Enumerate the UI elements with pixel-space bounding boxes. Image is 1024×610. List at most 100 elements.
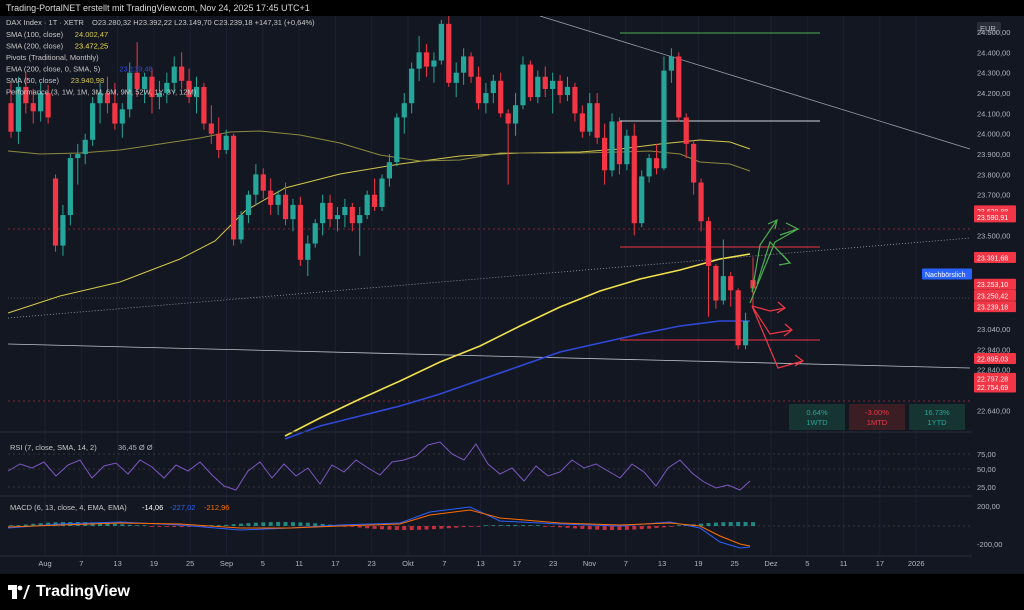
candle-body — [104, 93, 111, 104]
time-tick-label: Nov — [583, 559, 597, 568]
price-badge — [974, 289, 1016, 301]
candle-body — [342, 206, 348, 216]
macd-histogram-bar — [565, 526, 570, 528]
time-tick-label: 25 — [186, 559, 194, 568]
legend-indicator-label: SMA (50, close) — [6, 76, 59, 85]
macd-tick: 200,00 — [977, 502, 1000, 511]
macd-histogram-bar — [476, 526, 481, 527]
macd-value-2: -227,02 — [170, 503, 195, 512]
macd-tick: -200,00 — [977, 540, 1002, 549]
macd-signal-line — [7, 509, 751, 547]
macd-histogram-bar — [632, 526, 637, 530]
macd-histogram-bar — [187, 526, 192, 527]
macd-histogram-bar — [387, 526, 392, 530]
price-badge-label: 23.391,68 — [977, 255, 1008, 262]
macd-histogram-bar — [246, 523, 251, 526]
macd-histogram-bar — [654, 526, 659, 529]
candle-body — [483, 93, 489, 104]
macd-histogram-bar — [283, 521, 288, 526]
candle-body — [45, 93, 51, 118]
candle-body — [416, 52, 422, 69]
candle-body — [320, 202, 326, 224]
rsi-value: 36,45 Ø Ø — [118, 443, 153, 452]
candle-body — [223, 135, 229, 150]
macd-histogram-bar — [706, 523, 711, 526]
rsi-tick: 25,00 — [977, 483, 996, 492]
candle-body — [475, 76, 482, 104]
time-tick-label: 11 — [840, 559, 848, 568]
candle-body — [327, 202, 333, 220]
macd-histogram-bar — [201, 526, 206, 527]
candle-body — [171, 66, 177, 83]
candle-body — [646, 158, 652, 177]
macd-line — [7, 506, 751, 549]
price-badges: 23.620,8823.590,9123.391,68Nachbörslich2… — [922, 205, 1016, 393]
time-tick-label: Dez — [764, 559, 778, 568]
rsi-line — [7, 441, 751, 491]
candle-body — [97, 93, 103, 104]
price-badge-label: 23.590,91 — [977, 215, 1008, 222]
macd-histogram-bar — [231, 524, 236, 526]
rsi-pane: RSI (7, close, SMA, 14, 2) 36,45 Ø Ø 75,00… — [0, 431, 996, 492]
macd-histogram-bar — [320, 523, 325, 526]
price-badge-label: 22.754,69 — [977, 385, 1008, 392]
tradingview-logo[interactable]: TradingView — [8, 583, 130, 601]
candle-body — [602, 137, 608, 171]
overlay-lines — [7, 16, 971, 440]
macd-histogram-bar — [743, 521, 748, 526]
sma50-line — [7, 139, 751, 314]
candle-body — [238, 215, 244, 240]
macd-histogram-bar — [298, 522, 303, 526]
candle-body — [193, 86, 200, 98]
macd-histogram-bar — [580, 526, 585, 529]
macd-histogram-bar — [164, 526, 169, 527]
candle-body — [75, 154, 81, 159]
macd-histogram-bar — [105, 523, 110, 526]
candles — [8, 16, 756, 350]
candle-body — [713, 265, 719, 301]
macd-pane: MACD (6, 13, close, 4, EMA, EMA) -14,06 -2… — [0, 495, 1002, 549]
candle-body — [15, 86, 22, 132]
time-axis[interactable]: Aug 7 13 19 25 Sep 5 11 17 23 Okt 7 13 17 23 Nov 7 13 19 25… — [0, 555, 972, 568]
macd-histogram-bar — [439, 526, 444, 529]
candle-body — [594, 103, 600, 138]
candle-body — [609, 121, 615, 171]
candle-body — [60, 215, 66, 246]
projection-arrows — [749, 218, 805, 369]
price-tick-label: 24.500,00 — [977, 28, 1010, 37]
price-badge-label: 22.895,03 — [977, 356, 1008, 363]
rsi-tick: 50,00 — [977, 465, 996, 474]
candle-body — [520, 64, 526, 106]
macd-histogram-bar — [357, 526, 362, 528]
macd-histogram-bar — [313, 523, 318, 526]
candle-body — [490, 80, 496, 94]
macd-histogram-bar — [699, 523, 704, 526]
candle-body — [572, 86, 578, 114]
candle-body — [394, 117, 400, 163]
legend-indicator-label: SMA (200, close) — [6, 42, 64, 51]
macd-histogram-bar — [617, 526, 622, 531]
time-tick-label: Sep — [220, 559, 233, 568]
macd-histogram-bar — [535, 525, 540, 526]
time-tick-label: 7 — [79, 559, 83, 568]
macd-histogram-bar — [23, 524, 28, 526]
trendline-rising — [7, 237, 971, 319]
time-tick-label: 17 — [513, 559, 521, 568]
price-tick-label: 24.300,00 — [977, 69, 1010, 78]
macd-histogram-bar — [506, 525, 511, 526]
macd-histogram-bar — [127, 524, 132, 526]
price-tick-label: 23.900,00 — [977, 150, 1010, 159]
macd-histogram-bar — [713, 522, 718, 526]
candle-body — [23, 86, 29, 104]
performance-value: -3.00% — [865, 408, 889, 417]
candle-body — [616, 121, 623, 165]
macd-histogram-bar — [261, 522, 266, 526]
price-badge — [974, 251, 1016, 263]
candle-body — [401, 103, 407, 118]
candle-body — [52, 178, 59, 246]
price-tick-label: 22.840,00 — [977, 366, 1010, 375]
price-badge-label: 23.239,18 — [977, 305, 1008, 312]
macd-histogram-bar — [135, 525, 140, 526]
macd-histogram-bar — [157, 526, 162, 527]
